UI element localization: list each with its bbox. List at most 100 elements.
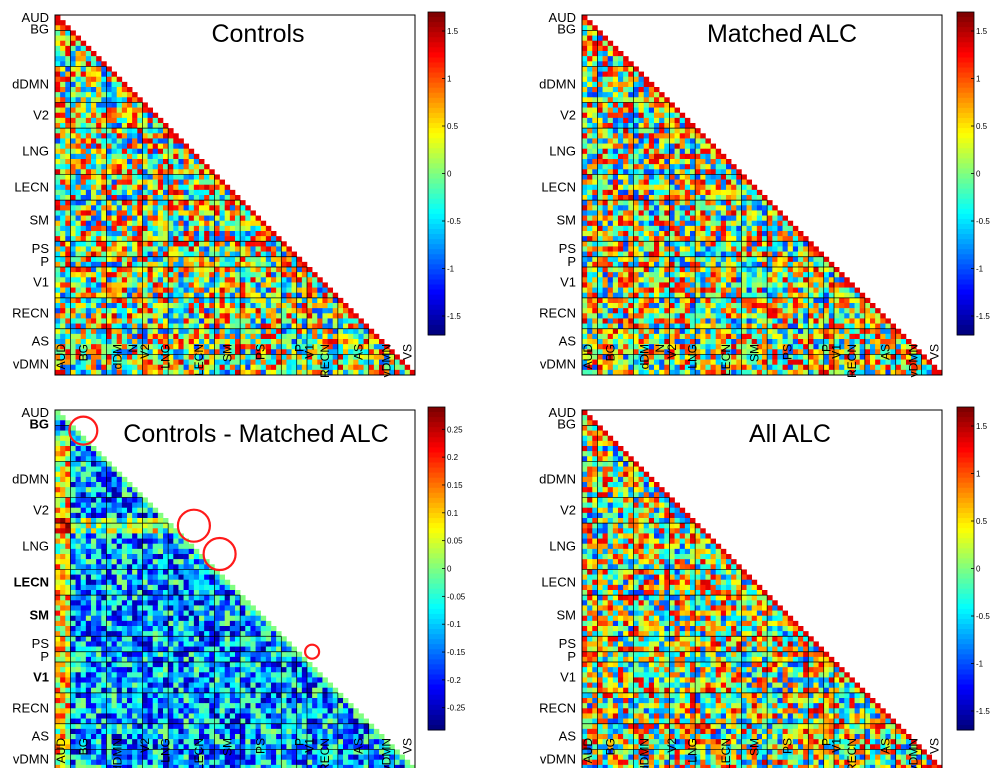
heatmap-cell	[700, 308, 706, 314]
heatmap-cell	[710, 272, 717, 278]
heatmap-cell	[643, 195, 650, 201]
heatmap-cell	[767, 339, 773, 345]
heatmap-cell	[638, 102, 645, 108]
heatmap-cell	[767, 231, 773, 237]
heatmap-cell	[188, 220, 195, 227]
heatmap-cell	[137, 215, 143, 222]
heatmap-cell	[690, 267, 696, 273]
heatmap-cell	[106, 308, 112, 314]
row-label: AS	[32, 334, 50, 349]
heatmap-cell	[348, 344, 354, 350]
heatmap-cell	[127, 349, 133, 355]
heatmap-cell	[787, 323, 794, 330]
heatmap-cell	[204, 297, 210, 304]
heatmap-cell	[80, 323, 87, 330]
heatmap-cell	[777, 261, 783, 268]
heatmap-cell	[85, 236, 92, 242]
heatmap-cell	[70, 133, 76, 139]
heatmap-cell	[173, 339, 179, 345]
heatmap-cell	[859, 328, 866, 335]
heatmap-cell	[85, 138, 92, 144]
heatmap-cell	[281, 272, 287, 278]
heatmap-cell	[291, 364, 298, 371]
heatmap-cell	[700, 169, 706, 175]
heatmap-cell	[312, 292, 318, 299]
heatmap-cell	[597, 256, 603, 263]
heatmap-cell	[188, 344, 195, 350]
heatmap-cell	[674, 313, 681, 319]
heatmap-cell	[85, 174, 92, 180]
heatmap-cell	[674, 153, 681, 160]
heatmap-cell	[188, 359, 195, 366]
heatmap-cell	[602, 267, 609, 273]
heatmap-cell	[116, 241, 123, 247]
heatmap-cell	[245, 303, 251, 309]
heatmap-cell	[674, 282, 681, 288]
heatmap-cell	[798, 277, 804, 283]
heatmap-cell	[199, 184, 205, 191]
heatmap-cell	[700, 364, 706, 371]
heatmap-cell	[209, 200, 215, 206]
heatmap-cell	[602, 261, 609, 268]
heatmap-cell	[163, 231, 169, 237]
heatmap-cell	[209, 318, 215, 324]
heatmap-cell	[813, 282, 819, 288]
heatmap-cell	[582, 128, 588, 134]
heatmap-cell	[101, 169, 107, 175]
heatmap-cell	[782, 333, 789, 340]
heatmap-cell	[127, 159, 133, 165]
heatmap-cell	[715, 339, 722, 345]
heatmap-cell	[116, 267, 123, 273]
heatmap-cell	[245, 261, 251, 268]
colorbar-swatch	[428, 259, 445, 265]
heatmap-cell	[705, 339, 711, 345]
heatmap-cell	[669, 102, 675, 108]
heatmap-cell	[399, 364, 406, 371]
heatmap-cell	[132, 369, 138, 376]
heatmap-cell	[664, 272, 670, 278]
heatmap-cell	[654, 169, 660, 175]
heatmap-cell	[240, 318, 246, 324]
heatmap-cell	[178, 359, 184, 366]
heatmap-cell	[664, 189, 670, 196]
heatmap-cell	[157, 328, 164, 335]
heatmap-cell	[684, 339, 691, 345]
heatmap-cell	[700, 195, 706, 201]
heatmap-cell	[592, 164, 598, 170]
heatmap-cell	[348, 323, 354, 330]
heatmap-cell	[870, 349, 876, 355]
heatmap-cell	[101, 292, 107, 299]
heatmap-cell	[199, 323, 205, 330]
heatmap-cell	[633, 97, 639, 103]
heatmap-cell	[602, 61, 609, 67]
heatmap-cell	[250, 241, 256, 247]
heatmap-cell	[157, 323, 164, 330]
heatmap-cell	[695, 189, 701, 196]
heatmap-cell	[65, 308, 71, 314]
heatmap-cell	[638, 339, 645, 345]
heatmap-cell	[286, 354, 292, 360]
heatmap-cell	[250, 313, 256, 319]
heatmap-cell	[587, 282, 593, 288]
heatmap-cell	[741, 195, 747, 201]
heatmap-cell	[674, 138, 681, 144]
heatmap-cell	[106, 71, 112, 78]
heatmap-cell	[127, 297, 133, 304]
heatmap-cell	[255, 236, 262, 242]
heatmap-cell	[147, 179, 154, 186]
heatmap-cell	[715, 179, 722, 186]
heatmap-cell	[75, 354, 82, 360]
heatmap-cell	[240, 225, 246, 232]
colorbar-swatch	[428, 299, 445, 306]
heatmap-cell	[235, 231, 241, 237]
heatmap-cell	[65, 174, 71, 180]
heatmap-cell	[864, 297, 871, 304]
heatmap-cell	[664, 148, 670, 155]
heatmap-cell	[373, 349, 380, 355]
heatmap-cell	[859, 297, 866, 304]
heatmap-cell	[582, 200, 588, 206]
heatmap-cell	[204, 277, 210, 283]
heatmap-cell	[798, 297, 804, 304]
heatmap-cell	[726, 297, 732, 304]
heatmap-cell	[60, 267, 66, 273]
